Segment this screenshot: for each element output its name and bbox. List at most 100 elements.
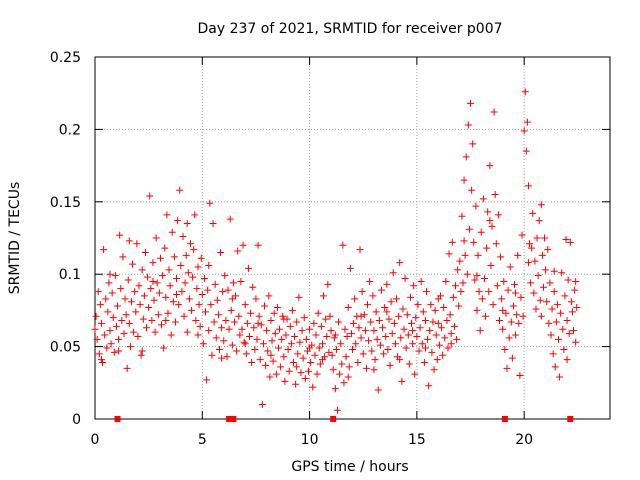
- data-point: [258, 401, 266, 409]
- data-point: [311, 351, 319, 359]
- data-point: [545, 319, 553, 327]
- data-point: [261, 302, 269, 310]
- data-point: [299, 354, 307, 362]
- data-point: [221, 272, 229, 280]
- data-point: [390, 319, 398, 327]
- data-point: [181, 279, 189, 287]
- data-point: [478, 295, 486, 303]
- data-point: [337, 340, 345, 348]
- data-point: [153, 279, 161, 287]
- data-point: [428, 348, 436, 356]
- data-point: [529, 209, 537, 217]
- data-point: [444, 344, 452, 352]
- data-point: [442, 277, 450, 285]
- data-point: [287, 340, 295, 348]
- data-point: [327, 327, 335, 335]
- data-point: [233, 347, 241, 355]
- data-point: [357, 334, 365, 342]
- data-point: [528, 244, 536, 252]
- data-point: [117, 285, 125, 293]
- data-point: [217, 248, 225, 256]
- data-point: [122, 311, 130, 319]
- data-point: [362, 364, 370, 372]
- data-point: [101, 331, 109, 339]
- data-point: [203, 376, 211, 384]
- data-point: [120, 330, 128, 338]
- data-point: [467, 99, 475, 107]
- data-point: [351, 295, 359, 303]
- data-point: [543, 298, 551, 306]
- data-point: [395, 312, 403, 320]
- data-point: [225, 325, 233, 333]
- data-point: [115, 335, 123, 343]
- data-point: [219, 288, 227, 296]
- data-point: [205, 327, 213, 335]
- data-point: [91, 325, 99, 333]
- data-point: [306, 325, 314, 333]
- data-point: [434, 295, 442, 303]
- data-point: [115, 347, 123, 355]
- data-point: [494, 211, 502, 219]
- data-point: [92, 312, 100, 320]
- data-point: [354, 359, 362, 367]
- data-point: [226, 215, 234, 223]
- data-point: [555, 335, 562, 343]
- data-point: [537, 312, 545, 320]
- data-point: [524, 182, 532, 190]
- data-point: [512, 289, 520, 297]
- data-point: [396, 356, 404, 364]
- data-point: [335, 318, 343, 326]
- data-point: [109, 314, 117, 322]
- data-point: [410, 282, 418, 290]
- data-point: [412, 314, 420, 322]
- data-point: [289, 359, 297, 367]
- data-point: [240, 338, 248, 346]
- data-point: [415, 347, 423, 355]
- data-point: [550, 288, 558, 296]
- data-point: [316, 360, 324, 368]
- data-point: [533, 234, 541, 242]
- data-point: [503, 364, 511, 372]
- data-point: [486, 162, 494, 170]
- data-point: [243, 319, 251, 327]
- data-point: [270, 309, 278, 317]
- data-point: [121, 295, 129, 303]
- data-point: [102, 295, 110, 303]
- gap-marker: [501, 416, 508, 422]
- data-point: [164, 309, 172, 317]
- data-point: [111, 272, 119, 280]
- data-point: [367, 318, 375, 326]
- data-point: [131, 288, 139, 296]
- data-point: [511, 280, 519, 288]
- y-axis-label: SRMTID / TECUs: [7, 182, 23, 295]
- data-point: [376, 341, 384, 349]
- data-point: [404, 331, 412, 339]
- data-point: [137, 351, 145, 359]
- data-point: [518, 231, 526, 239]
- data-point: [315, 344, 323, 352]
- data-point: [502, 309, 510, 317]
- data-point: [293, 318, 301, 326]
- data-point: [352, 340, 360, 348]
- data-point: [552, 318, 560, 326]
- gap-marker: [330, 416, 337, 422]
- data-point: [449, 293, 457, 301]
- data-point: [480, 275, 488, 283]
- data-point: [301, 374, 309, 382]
- data-point: [176, 186, 184, 194]
- data-point: [108, 289, 116, 297]
- data-point: [214, 311, 222, 319]
- data-point: [104, 308, 112, 316]
- data-point: [135, 282, 143, 290]
- data-point: [309, 383, 317, 391]
- data-point: [228, 295, 236, 303]
- data-point: [119, 253, 127, 261]
- data-point: [538, 251, 546, 259]
- data-point: [459, 279, 467, 287]
- data-point: [251, 345, 259, 353]
- data-point: [134, 332, 142, 340]
- data-point: [419, 308, 427, 316]
- data-point: [191, 211, 199, 219]
- plot-frame: [94, 56, 611, 420]
- data-point: [517, 293, 525, 301]
